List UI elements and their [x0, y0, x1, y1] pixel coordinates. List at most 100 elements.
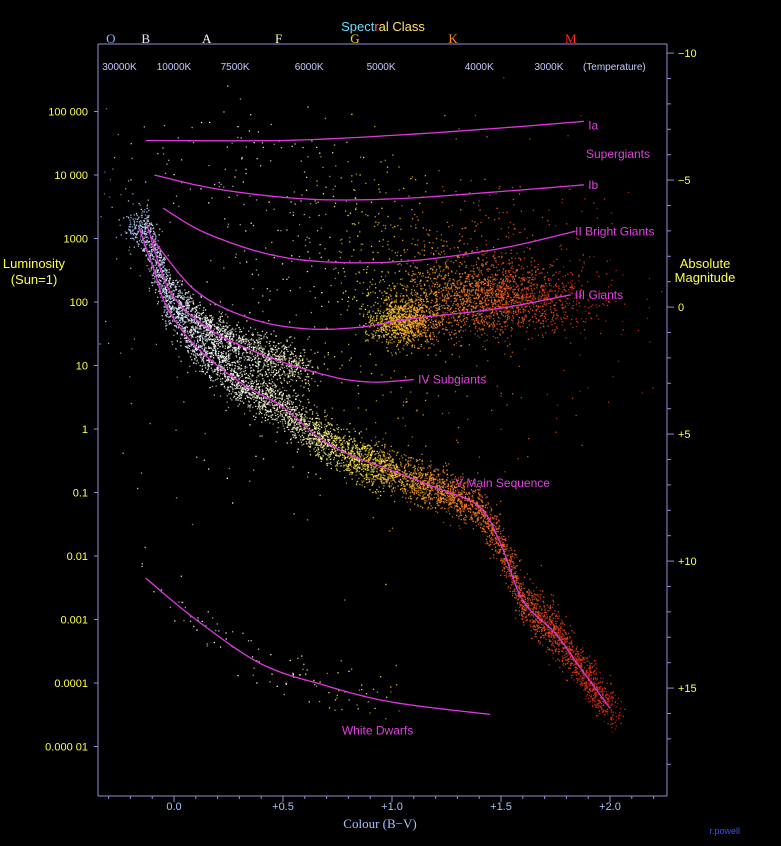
star-point [317, 439, 319, 441]
star-point [153, 278, 156, 280]
star-point [498, 549, 500, 551]
star-point [141, 229, 143, 232]
star-point [331, 441, 334, 443]
star-point [452, 496, 455, 498]
star-point [600, 691, 602, 693]
star-point [565, 650, 567, 653]
star-point [490, 514, 492, 516]
star-point [394, 468, 396, 470]
star-point [335, 439, 338, 441]
star-point [454, 497, 456, 499]
star-point [458, 525, 460, 527]
star-point [593, 685, 595, 687]
star-point [155, 272, 157, 274]
star-point [329, 435, 332, 437]
star-point [354, 454, 356, 457]
star-point [514, 567, 516, 569]
star-point [291, 409, 293, 411]
star-point [534, 620, 536, 622]
star-point [517, 576, 519, 578]
star-point [246, 385, 249, 387]
star-point [179, 291, 181, 293]
star-point [460, 478, 462, 480]
star-point [169, 302, 171, 304]
star-point [476, 508, 478, 510]
star-point [393, 467, 395, 469]
star-point [498, 519, 500, 521]
star-point [365, 449, 367, 452]
star-point [419, 472, 421, 474]
star-point [539, 590, 541, 592]
star-point [527, 602, 529, 605]
star-point [320, 443, 322, 446]
star-point [569, 648, 572, 650]
star-point [424, 502, 426, 504]
star-point [282, 405, 284, 407]
star-point [422, 473, 424, 475]
star-point [358, 460, 360, 462]
star-point [379, 470, 381, 472]
star-point [144, 227, 146, 229]
star-point [525, 620, 527, 622]
star-point [504, 563, 506, 565]
star-point [404, 473, 406, 475]
star-point [558, 639, 560, 642]
star-point [373, 481, 375, 483]
star-point [582, 656, 584, 658]
star-point [576, 646, 578, 648]
star-point [537, 616, 539, 618]
star-point [587, 691, 589, 693]
star-point [430, 464, 432, 466]
star-point [390, 477, 392, 479]
star-point [426, 477, 428, 479]
star-point [479, 489, 481, 491]
star-point [587, 691, 590, 694]
star-point [208, 360, 211, 362]
star-point [419, 474, 422, 476]
star-point [528, 594, 530, 596]
star-point [566, 679, 568, 681]
star-point [378, 478, 380, 480]
star-point [176, 320, 178, 322]
star-point [211, 353, 214, 355]
star-point [550, 616, 552, 618]
star-point [229, 397, 232, 400]
star-point [364, 453, 366, 455]
star-point [489, 506, 491, 508]
star-point [527, 592, 529, 594]
star-point [426, 488, 428, 491]
star-point [393, 474, 395, 477]
star-point [448, 510, 450, 512]
star-point [269, 387, 271, 390]
star-point [444, 507, 446, 510]
star-point [508, 586, 510, 588]
star-point [324, 424, 326, 426]
star-point [463, 518, 465, 520]
star-point [239, 372, 241, 374]
star-point [518, 597, 521, 599]
star-point [403, 454, 405, 456]
star-point [264, 405, 266, 408]
star-point [429, 475, 431, 477]
star-point [145, 255, 147, 257]
star-point [326, 430, 329, 432]
star-point [399, 458, 401, 460]
star-point [509, 587, 512, 589]
star-point [461, 495, 463, 497]
star-point [414, 483, 416, 485]
star-point [253, 398, 255, 400]
star-point [379, 449, 382, 451]
star-point [439, 473, 441, 475]
star-point [397, 470, 399, 472]
star-point [577, 651, 579, 653]
star-point [151, 262, 154, 264]
star-point [478, 492, 480, 494]
star-point [317, 414, 319, 417]
star-point [203, 350, 205, 352]
star-point [459, 514, 461, 516]
star-point [554, 628, 556, 631]
star-point [267, 391, 270, 393]
star-point [596, 703, 598, 705]
star-point [388, 458, 390, 460]
star-point [579, 660, 582, 662]
